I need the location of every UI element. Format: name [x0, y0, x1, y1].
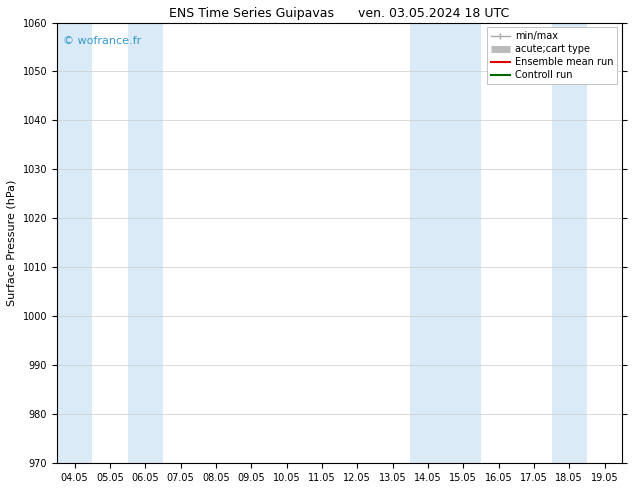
- Y-axis label: Surface Pressure (hPa): Surface Pressure (hPa): [7, 180, 17, 306]
- Bar: [552, 23, 587, 464]
- Bar: [410, 23, 481, 464]
- Text: © wofrance.fr: © wofrance.fr: [63, 36, 141, 46]
- Bar: [57, 23, 92, 464]
- Bar: [127, 23, 163, 464]
- Legend: min/max, acute;cart type, Ensemble mean run, Controll run: min/max, acute;cart type, Ensemble mean …: [487, 27, 618, 84]
- Title: ENS Time Series Guipavas      ven. 03.05.2024 18 UTC: ENS Time Series Guipavas ven. 03.05.2024…: [169, 7, 510, 20]
